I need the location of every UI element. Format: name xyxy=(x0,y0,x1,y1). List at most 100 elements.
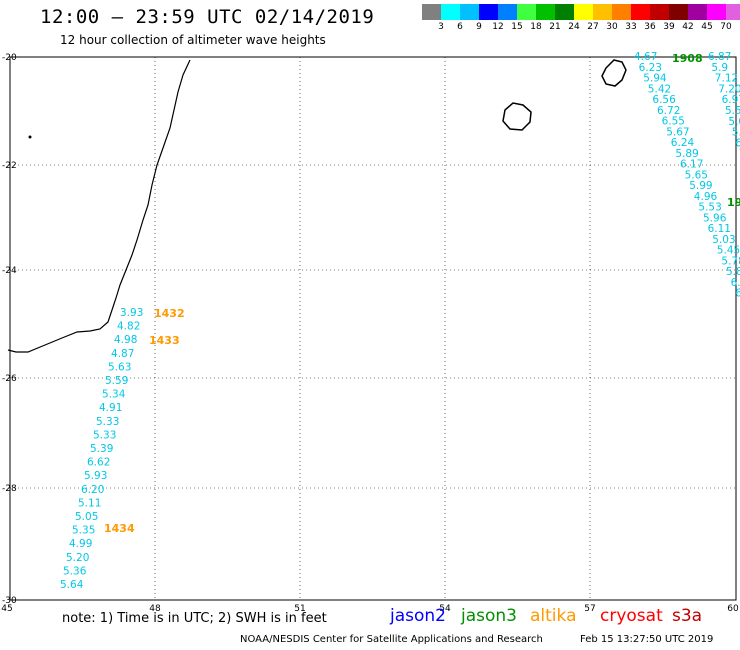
swh-value: 5.9 xyxy=(711,62,728,74)
altika-time-label: 1433 xyxy=(149,334,180,347)
map-grid xyxy=(10,57,736,600)
swh-value: 6.11 xyxy=(708,223,731,235)
swh-value: 6.72 xyxy=(657,105,680,117)
color-swatch xyxy=(650,4,669,20)
y-axis-label: -26 xyxy=(2,374,17,384)
footer-timestamp: Feb 15 13:27:50 UTC 2019 xyxy=(580,634,714,645)
color-scale-label: 42 xyxy=(682,22,694,32)
y-axis-label: -20 xyxy=(2,53,17,63)
swh-value: 5.3 xyxy=(732,127,740,139)
legend-cryosat: cryosat xyxy=(600,606,663,626)
x-axis-label: 54 xyxy=(439,604,451,614)
swh-value: 6.17 xyxy=(680,159,703,171)
swh-value: 5.53 xyxy=(698,202,721,214)
color-scale-label: 33 xyxy=(625,22,637,32)
altika-time-label: 1434 xyxy=(104,522,135,535)
legend-s3a: s3a xyxy=(672,606,703,626)
island-dot xyxy=(28,135,32,139)
east-altimeter-track: 4.676.235.945.426.566.726.555.676.245.89… xyxy=(634,51,740,310)
swh-value: 5.36 xyxy=(63,565,87,577)
color-scale-bar xyxy=(422,4,740,20)
color-swatch xyxy=(441,4,460,20)
swh-value: 7.20 xyxy=(718,83,740,95)
swh-value: 5.34 xyxy=(102,389,126,401)
swh-value: 5.03 xyxy=(712,234,735,246)
color-swatch xyxy=(555,4,574,20)
color-swatch xyxy=(688,4,707,20)
legend-jason2: jason2 xyxy=(390,606,446,626)
color-scale-label: 24 xyxy=(568,22,580,32)
color-swatch xyxy=(707,4,726,20)
island-reunion xyxy=(502,102,532,131)
legend-jason3: jason3 xyxy=(461,606,517,626)
swh-value: 5.45 xyxy=(717,245,740,257)
swh-value: 5.59 xyxy=(105,375,128,387)
swh-value: 5.33 xyxy=(96,416,119,428)
color-swatch xyxy=(498,4,517,20)
x-axis-label: 57 xyxy=(584,604,595,614)
color-scale-label: 36 xyxy=(644,22,656,32)
page-subtitle: 12 hour collection of altimeter wave hei… xyxy=(60,33,326,47)
island-mauritius xyxy=(601,59,627,87)
footer-note: note: 1) Time is in UTC; 2) SWH is in fe… xyxy=(62,611,327,626)
swh-value: 5.99 xyxy=(689,180,712,192)
color-swatch xyxy=(422,4,441,20)
swh-value: 6.20 xyxy=(81,484,104,496)
swh-value: 5.78 xyxy=(721,255,740,267)
west-altimeter-track: 3.93 4.824.98 4.875.63 5.59 5.344.91 5.335.33… xyxy=(60,307,185,591)
altika-time-label: 1432 xyxy=(154,307,185,320)
coastline-madagascar xyxy=(7,59,191,353)
swh-value: 5.33 xyxy=(93,429,116,441)
swh-value: 5.05 xyxy=(75,511,98,523)
swh-value: 4.67 xyxy=(634,51,657,63)
swh-value: 5.64 xyxy=(60,579,84,591)
color-scale-label: 27 xyxy=(587,22,599,32)
swh-value: 6.24 xyxy=(671,137,695,149)
color-swatch xyxy=(593,4,612,20)
x-axis-label: 45 xyxy=(1,604,12,614)
jason3-time-label: 1908 xyxy=(672,52,703,65)
swh-value: 5.20 xyxy=(66,552,89,564)
color-scale-label: 9 xyxy=(476,22,482,32)
color-swatch xyxy=(631,4,650,20)
swh-value: 4.91 xyxy=(99,402,122,414)
swh-value: 5.65 xyxy=(685,169,708,181)
swh-value: 7 xyxy=(739,148,740,160)
swh-value: 4.82 xyxy=(117,321,140,333)
swh-value: 5.35 xyxy=(72,525,95,537)
footer-credit: NOAA/NESDIS Center for Satellite Applica… xyxy=(240,634,543,645)
swh-value: 5.86 xyxy=(726,266,740,278)
swh-value: 5.96 xyxy=(703,212,727,224)
color-swatch xyxy=(517,4,536,20)
swh-value: 4.98 xyxy=(114,334,137,346)
swh-value: 4.99 xyxy=(69,538,92,550)
swh-value: 6.55 xyxy=(662,116,685,128)
x-axis-label: 48 xyxy=(149,604,161,614)
color-scale-label: 6 xyxy=(457,22,463,32)
color-scale-label: 3 xyxy=(438,22,444,32)
swh-value: 5.39 xyxy=(90,443,113,455)
color-scale-label: 21 xyxy=(549,22,561,32)
x-axis-label: 51 xyxy=(294,604,305,614)
swh-value: 4.87 xyxy=(111,348,134,360)
swh-value: 5.93 xyxy=(84,470,107,482)
legend-altika: altika xyxy=(530,606,577,626)
color-swatch xyxy=(612,4,631,20)
color-scale-label: 12 xyxy=(492,22,504,32)
swh-value: 5.89 xyxy=(675,148,698,160)
swh-value: 6. xyxy=(735,137,740,149)
swh-value: 7.12 xyxy=(715,73,738,85)
swh-value: 6.62 xyxy=(87,457,110,469)
x-axis-label: 60 xyxy=(727,604,739,614)
color-swatch xyxy=(479,4,498,20)
swh-value: 3.93 xyxy=(120,307,143,319)
swh-value: 5.42 xyxy=(648,83,671,95)
swh-value: 6.87 xyxy=(708,51,731,63)
color-scale-label: 30 xyxy=(606,22,618,32)
swh-value: 4.96 xyxy=(694,191,718,203)
map-frame xyxy=(9,56,737,601)
swh-value: 6.23 xyxy=(639,62,662,74)
color-swatch xyxy=(574,4,593,20)
swh-value: 6.97 xyxy=(722,94,740,106)
